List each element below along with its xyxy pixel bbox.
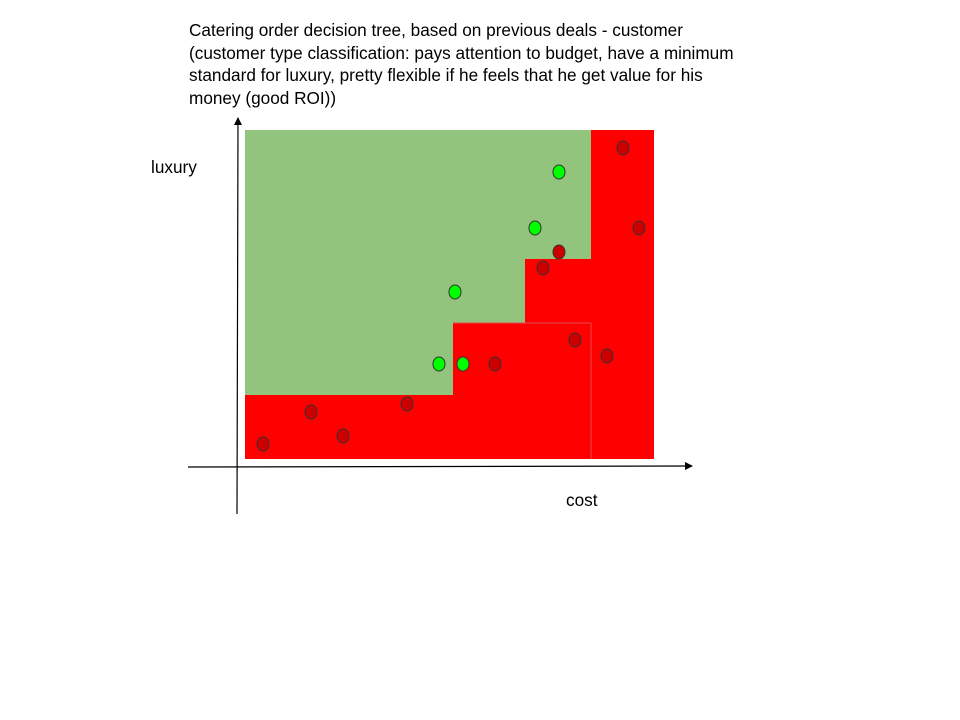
reject-region-bottom bbox=[245, 395, 591, 459]
accepted-point bbox=[456, 356, 470, 372]
rejected-point bbox=[400, 396, 414, 412]
diagram-title: Catering order decision tree, based on p… bbox=[189, 19, 799, 109]
title-line: Catering order decision tree, based on p… bbox=[189, 20, 683, 40]
rejected-point bbox=[336, 428, 350, 444]
reject-region-right bbox=[591, 130, 654, 459]
title-line: standard for luxury, pretty flexible if … bbox=[189, 65, 703, 85]
reject-region-step bbox=[525, 259, 591, 323]
x-axis bbox=[187, 462, 693, 471]
accepted-point bbox=[528, 220, 542, 236]
rejected-points bbox=[256, 140, 646, 452]
rejected-point bbox=[536, 260, 550, 276]
rejected-point bbox=[616, 140, 630, 156]
rejected-point bbox=[632, 220, 646, 236]
reject-region-mid bbox=[453, 323, 591, 395]
accepted-point bbox=[552, 164, 566, 180]
accepted-point bbox=[432, 356, 446, 372]
rejected-point bbox=[304, 404, 318, 420]
title-line: money (good ROI)) bbox=[189, 87, 337, 108]
rejected-point bbox=[552, 244, 566, 260]
rejected-point bbox=[256, 436, 270, 452]
title-line: (customer type classification: pays atte… bbox=[189, 42, 734, 63]
accepted-point bbox=[448, 284, 462, 300]
y-axis-label: luxury bbox=[151, 157, 197, 177]
x-axis-label: cost bbox=[566, 490, 598, 510]
accepted-points bbox=[432, 164, 566, 372]
rejected-point bbox=[600, 348, 614, 364]
y-axis bbox=[233, 117, 242, 515]
rejected-point bbox=[488, 356, 502, 372]
rejected-point bbox=[568, 332, 582, 348]
